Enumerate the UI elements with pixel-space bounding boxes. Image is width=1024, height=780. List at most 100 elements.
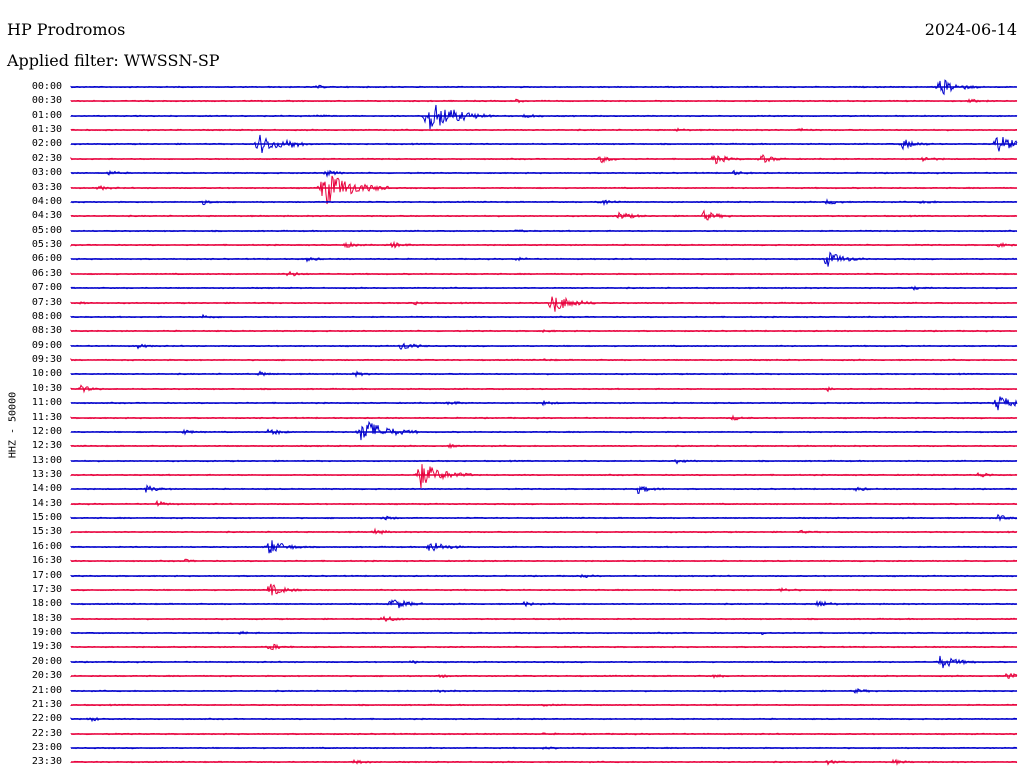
time-label: 02:00 [31, 138, 62, 150]
trace-row: 23:30 [0, 755, 1024, 769]
seismic-trace [70, 251, 1018, 268]
trace-waveform [70, 420, 1018, 440]
seismic-trace [70, 228, 1018, 233]
time-label: 04:00 [31, 195, 62, 207]
time-label: 03:00 [31, 167, 62, 179]
trace-row: 01:30 [0, 123, 1024, 137]
date-label: 2024-06-14 [924, 20, 1017, 39]
trace-row: 12:30 [0, 439, 1024, 453]
time-label: 17:00 [31, 569, 62, 581]
time-label: 19:30 [31, 641, 62, 653]
seismic-trace [70, 615, 1018, 622]
seismic-trace [70, 655, 1018, 668]
seismic-trace [70, 169, 1018, 179]
trace-row: 17:30 [0, 583, 1024, 597]
time-label: 05:30 [31, 239, 62, 251]
trace-row: 19:00 [0, 626, 1024, 640]
seismic-trace [70, 687, 1018, 694]
time-label: 13:30 [31, 468, 62, 480]
trace-row: 10:00 [0, 367, 1024, 381]
seismic-trace [70, 209, 1018, 221]
seismic-trace [70, 270, 1018, 277]
time-label: 20:30 [31, 670, 62, 682]
time-label: 01:00 [31, 109, 62, 121]
filter-label: Applied filter: WWSSN-SP [7, 51, 220, 70]
seismic-trace [70, 370, 1018, 379]
seismic-trace [70, 313, 1018, 319]
seismic-trace [70, 599, 1018, 609]
seismic-trace [70, 458, 1018, 465]
time-label: 12:30 [31, 440, 62, 452]
seismic-trace [70, 153, 1018, 165]
trace-row: 02:00 [0, 135, 1024, 154]
trace-row: 16:00 [0, 540, 1024, 554]
seismic-trace [70, 135, 1018, 154]
time-label: 08:30 [31, 325, 62, 337]
seismic-trace [70, 384, 1018, 394]
seismic-trace [70, 413, 1018, 421]
trace-row: 13:30 [0, 464, 1024, 488]
seismic-trace [70, 464, 1018, 488]
trace-row: 23:00 [0, 741, 1024, 755]
trace-row: 12:00 [0, 420, 1024, 440]
time-label: 23:00 [31, 742, 62, 754]
trace-row: 20:30 [0, 669, 1024, 683]
seismic-trace [70, 175, 1018, 204]
time-label: 13:00 [31, 454, 62, 466]
trace-row: 07:30 [0, 296, 1024, 312]
seismic-trace [70, 98, 1018, 104]
seismic-trace [70, 240, 1018, 249]
time-label: 20:00 [31, 655, 62, 667]
trace-row: 03:00 [0, 166, 1024, 180]
time-label: 19:00 [31, 627, 62, 639]
trace-row: 19:30 [0, 640, 1024, 654]
trace-row: 20:00 [0, 655, 1024, 669]
station-title: HP Prodromos [7, 20, 126, 39]
trace-row: 06:30 [0, 267, 1024, 281]
time-label: 11:00 [31, 397, 62, 409]
time-label: 00:30 [31, 95, 62, 107]
trace-row: 14:00 [0, 482, 1024, 496]
time-label: 18:00 [31, 598, 62, 610]
time-label: 14:30 [31, 497, 62, 509]
trace-row: 08:30 [0, 324, 1024, 338]
trace-row: 21:30 [0, 698, 1024, 712]
time-label: 17:30 [31, 583, 62, 595]
trace-row: 21:00 [0, 684, 1024, 698]
trace-row: 06:00 [0, 251, 1024, 268]
time-label: 07:30 [31, 296, 62, 308]
seismic-trace [70, 357, 1018, 362]
trace-row: 17:00 [0, 569, 1024, 583]
seismic-trace [70, 499, 1018, 507]
trace-row: 10:30 [0, 382, 1024, 396]
seismic-trace [70, 527, 1018, 536]
seismic-trace [70, 644, 1018, 651]
time-label: 12:00 [31, 425, 62, 437]
time-label: 07:00 [31, 282, 62, 294]
time-label: 08:00 [31, 310, 62, 322]
time-label: 04:30 [31, 210, 62, 222]
time-label: 16:30 [31, 555, 62, 567]
trace-row: 11:00 [0, 396, 1024, 411]
trace-row: 05:30 [0, 238, 1024, 252]
trace-row: 11:30 [0, 411, 1024, 425]
time-label: 15:30 [31, 526, 62, 538]
time-label: 06:30 [31, 267, 62, 279]
seismic-trace [70, 746, 1018, 750]
seismic-trace [70, 127, 1018, 132]
seismic-trace [70, 442, 1018, 450]
time-label: 22:00 [31, 713, 62, 725]
time-label: 02:30 [31, 152, 62, 164]
time-label: 09:30 [31, 354, 62, 366]
trace-row: 07:00 [0, 281, 1024, 295]
time-label: 15:00 [31, 512, 62, 524]
time-label: 21:00 [31, 684, 62, 696]
time-label: 22:30 [31, 727, 62, 739]
trace-row: 08:00 [0, 310, 1024, 324]
seismic-trace [70, 732, 1018, 736]
seismic-trace [70, 420, 1018, 440]
seismic-trace [70, 558, 1018, 563]
seismic-trace [70, 573, 1018, 578]
seismic-trace [70, 285, 1018, 292]
